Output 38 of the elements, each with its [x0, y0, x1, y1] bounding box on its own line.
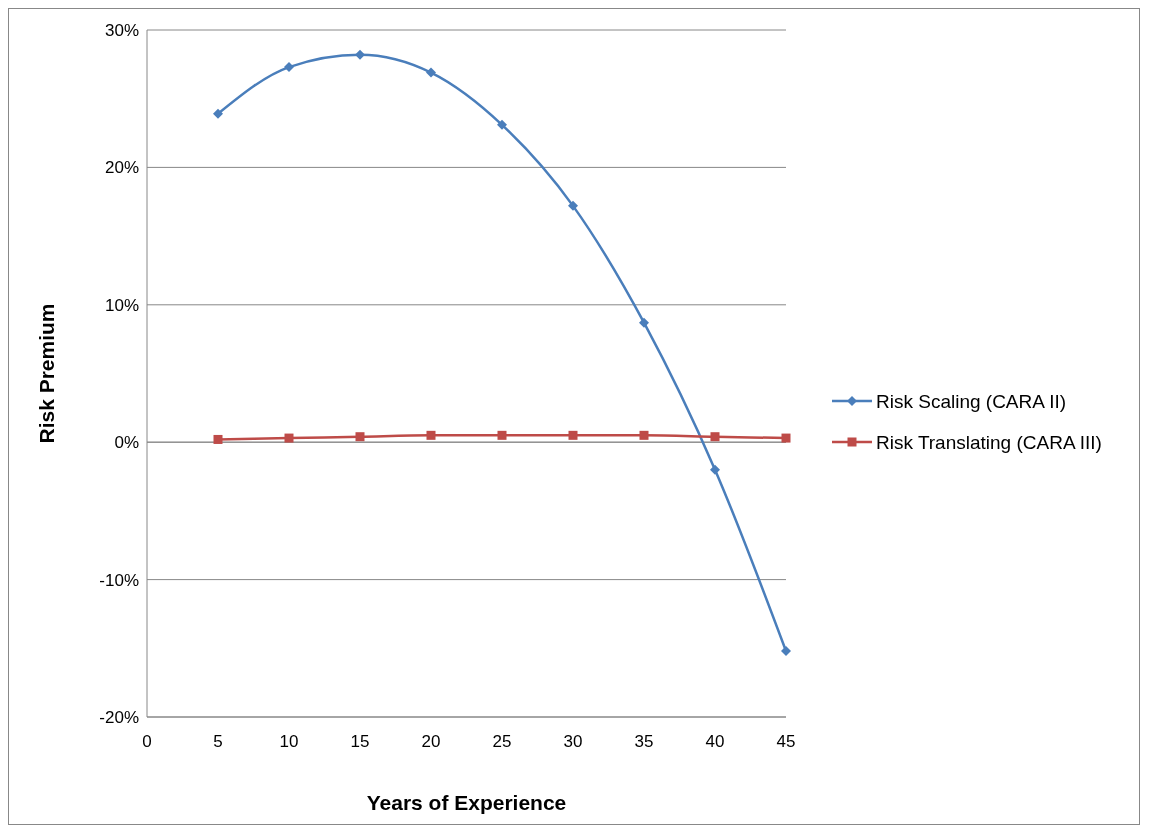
y-tick-label: -20% — [99, 707, 139, 727]
y-tick-label: 0% — [114, 433, 139, 453]
x-tick-label: 35 — [634, 732, 654, 751]
point — [639, 430, 649, 440]
y-tick-label: 30% — [104, 20, 139, 40]
point — [710, 464, 720, 475]
y-axis-title: Risk Premium — [35, 303, 58, 444]
x-axis-title: Years of Experience — [366, 791, 567, 814]
point — [355, 49, 365, 60]
y-tick-label: -10% — [99, 570, 139, 590]
point — [426, 430, 436, 440]
x-tick-label: 40 — [705, 732, 725, 751]
x-tick-label: 5 — [213, 732, 223, 751]
point — [568, 200, 578, 211]
point — [710, 432, 720, 442]
x-tick-label: 25 — [492, 732, 512, 751]
point — [568, 430, 578, 440]
point — [213, 108, 223, 119]
x-tick-label: 20 — [421, 732, 441, 751]
point — [497, 430, 507, 440]
point — [213, 434, 223, 444]
legend-label: Risk Scaling (CARA II) — [876, 390, 1067, 412]
y-tick-label: 10% — [104, 295, 139, 315]
x-tick-label: 15 — [350, 732, 370, 751]
x-tick-label: 0 — [142, 732, 152, 751]
point — [781, 433, 791, 443]
x-tick-label: 30 — [563, 732, 583, 751]
point — [284, 433, 294, 443]
point — [781, 646, 791, 657]
point — [355, 432, 365, 442]
point — [639, 317, 649, 328]
x-tick-label: 45 — [776, 732, 796, 751]
point — [497, 119, 507, 130]
point — [284, 62, 294, 73]
legend-label: Risk Translating (CARA III) — [876, 431, 1102, 453]
point — [426, 67, 436, 78]
y-tick-label: 20% — [104, 158, 139, 178]
x-tick-label: 10 — [279, 732, 299, 751]
